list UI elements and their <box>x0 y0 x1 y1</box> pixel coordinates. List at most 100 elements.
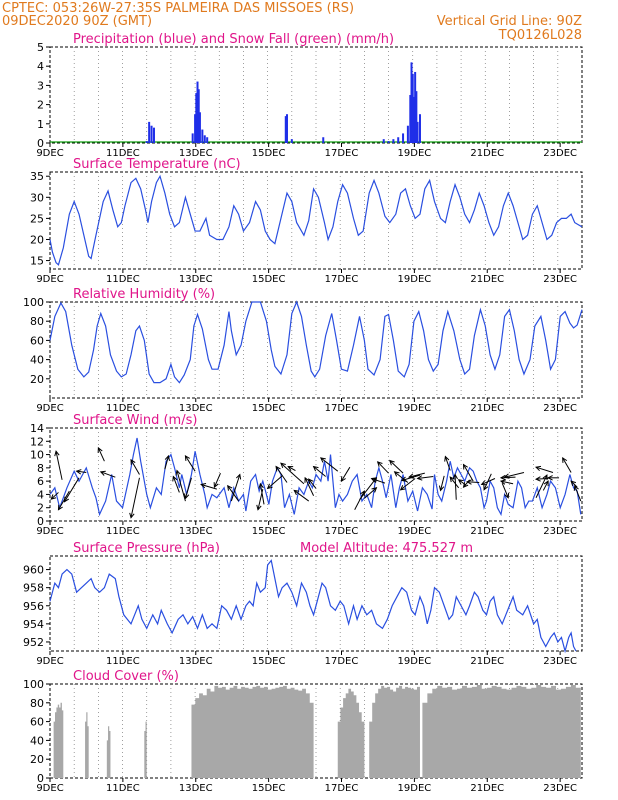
wind-arrow <box>213 472 221 488</box>
x-tick-label: 13DEC <box>179 526 213 537</box>
wind-arrow-head <box>184 493 190 500</box>
wind-arrow <box>542 480 549 491</box>
wind-arrow <box>97 447 105 462</box>
wind-arrow-head <box>293 489 300 496</box>
wind-arrow-head <box>227 484 233 491</box>
wind-arrow <box>371 478 386 484</box>
wind-arrow-head <box>184 454 190 461</box>
y-tick-label: 8 <box>37 462 44 475</box>
precip-bar <box>203 135 206 143</box>
wind-arrow-head <box>535 465 542 472</box>
wind-arrow-head <box>570 480 577 487</box>
y-tick-label: 5 <box>37 41 44 54</box>
x-tick-label: 15DEC <box>252 783 286 794</box>
wind-arrow-head <box>534 476 541 482</box>
x-tick-label: 15DEC <box>252 656 286 667</box>
x-tick-label: 21DEC <box>470 526 504 537</box>
wind-arrow <box>58 490 70 510</box>
wind-arrow-head <box>340 476 346 483</box>
x-tick-label: 11DEC <box>106 148 140 159</box>
wind-arrow-head <box>97 446 103 453</box>
x-tick-label: 9DEC <box>36 783 63 794</box>
wind-arrow <box>308 478 317 489</box>
wind-arrow <box>574 485 582 502</box>
wind-arrow <box>184 455 196 472</box>
wind-arrow-head <box>562 456 568 463</box>
wind-arrow-head <box>400 476 407 482</box>
precip-bar <box>418 114 421 143</box>
y-tick-label: 0 <box>37 772 44 785</box>
wind-arrow <box>280 462 305 485</box>
wind-arrow <box>64 477 80 502</box>
y-tick-label: 952 <box>23 636 44 649</box>
y-tick-label: 12 <box>30 435 44 448</box>
y-tick-label: 956 <box>23 600 44 613</box>
x-tick-label: 9DEC <box>36 526 63 537</box>
wind-arrow-head <box>175 469 181 476</box>
wind-arrow-head <box>480 480 487 486</box>
wind-arrow-head <box>449 476 455 483</box>
wind-arrow <box>500 476 516 479</box>
x-tick-label: 11DEC <box>106 783 140 794</box>
wind-arrow <box>259 483 265 505</box>
wind-arrow-head <box>547 475 553 481</box>
cloud-area <box>422 684 581 778</box>
wind-arrow <box>176 470 186 502</box>
wind-arrow <box>293 490 310 502</box>
wind-arrow <box>200 483 217 490</box>
precip-bar <box>150 125 153 143</box>
x-tick-label: 23DEC <box>543 148 577 159</box>
panel-3: 20 40 60 80 100 9DEC 11DEC 13DEC 15DEC 17DEC 19DEC… <box>23 287 583 414</box>
y-tick-label: 954 <box>23 618 44 631</box>
wind-arrow-head <box>304 476 310 483</box>
series-line <box>49 300 583 384</box>
y-tick-label: 10 <box>30 449 44 462</box>
wind-arrow-head <box>452 473 458 480</box>
wind-arrow-head <box>172 475 178 482</box>
wind-arrow <box>454 474 457 500</box>
precip-bar <box>196 81 199 143</box>
wind-arrow-head <box>235 473 242 480</box>
panel-6: 0 20 40 60 80 100 9DEC 11DEC 13DEC 15DEC 17DEC 19DE… <box>23 669 583 794</box>
wind-arrow-head <box>438 485 445 492</box>
y-tick-label: 20 <box>30 753 44 766</box>
x-tick-label: 21DEC <box>470 783 504 794</box>
y-tick-label: 14 <box>30 422 44 435</box>
wind-arrow-head <box>129 512 135 519</box>
wind-arrow <box>444 456 451 471</box>
wind-arrow-head <box>266 483 273 490</box>
precip-bar <box>382 139 385 143</box>
wind-arrow <box>313 466 326 477</box>
wind-arrow-head <box>130 458 136 465</box>
x-tick-label: 21DEC <box>470 148 504 159</box>
wind-arrow <box>500 480 514 485</box>
precip-bar <box>387 141 390 143</box>
precip-bar <box>416 121 419 143</box>
wind-arrow <box>50 492 59 500</box>
y-tick-label: 60 <box>30 334 44 347</box>
precip-bar <box>415 91 418 143</box>
x-tick-label: 17DEC <box>325 526 359 537</box>
precip-bar <box>195 93 198 143</box>
wind-arrow <box>417 475 434 479</box>
wind-arrow <box>227 485 240 502</box>
wind-arrow <box>275 466 288 483</box>
wind-arrow <box>320 457 339 472</box>
wind-arrow-head <box>50 494 57 500</box>
wind-arrow-head <box>376 461 383 467</box>
wind-arrow-head <box>457 479 464 485</box>
panel-title: Surface Wind (m/s) <box>73 413 197 428</box>
y-tick-label: 960 <box>23 564 44 577</box>
wind-arrow <box>389 460 404 474</box>
wind-arrow <box>130 459 140 475</box>
cloud-area <box>53 702 64 778</box>
precip-bar <box>285 114 288 143</box>
wind-arrow <box>184 477 192 499</box>
wind-arrow <box>570 480 578 488</box>
x-tick-label: 17DEC <box>325 148 359 159</box>
y-tick-label: 20 <box>30 373 44 386</box>
y-tick-label: 2 <box>37 502 44 515</box>
wind-arrow-head <box>370 477 377 483</box>
precip-bar <box>411 73 414 143</box>
